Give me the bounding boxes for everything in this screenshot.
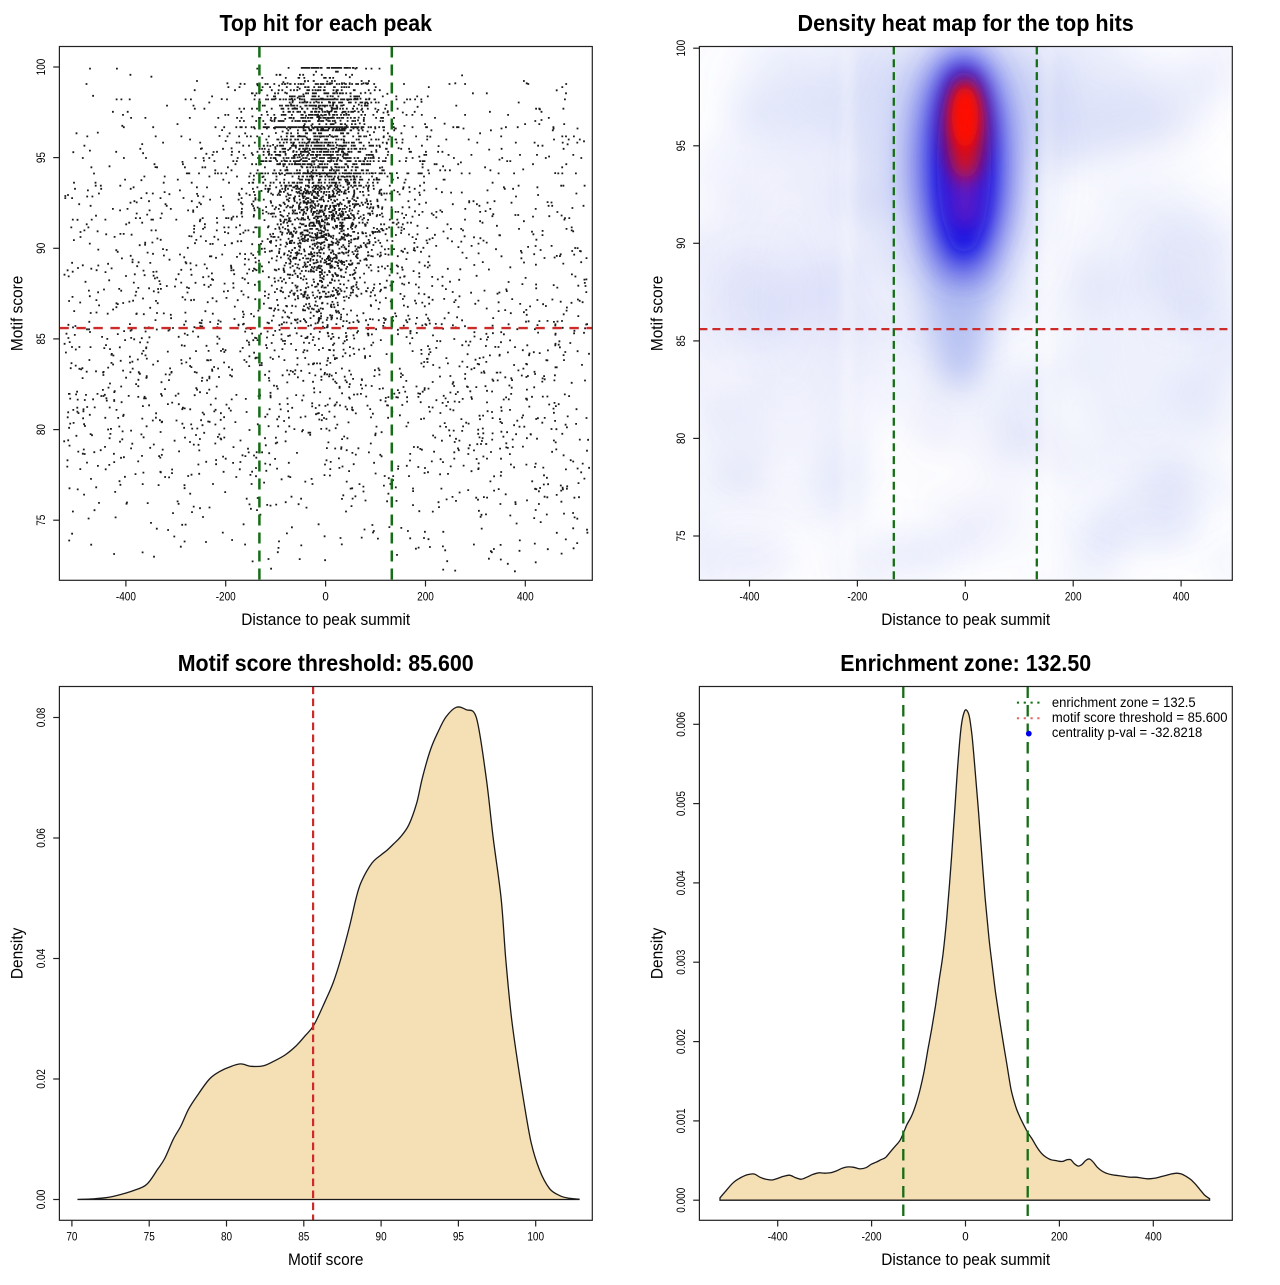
svg-text:-400: -400 [768,1232,788,1244]
svg-text:0.06: 0.06 [36,828,48,848]
svg-text:-400: -400 [116,592,136,604]
svg-text:85: 85 [36,333,48,344]
svg-text:75: 75 [144,1232,155,1244]
svg-text:80: 80 [36,424,48,435]
svg-text:Motif score: Motif score [648,276,666,352]
svg-text:85: 85 [676,335,688,346]
svg-text:Enrichment zone: 132.50: Enrichment zone: 132.50 [840,650,1091,676]
svg-text:100: 100 [36,59,48,76]
svg-text:0.02: 0.02 [36,1069,48,1089]
svg-text:400: 400 [1145,1232,1162,1244]
svg-text:Density: Density [648,927,666,979]
svg-text:200: 200 [1051,1232,1068,1244]
svg-text:80: 80 [221,1232,232,1244]
svg-text:0.002: 0.002 [676,1029,688,1054]
svg-text:0: 0 [962,1232,968,1244]
svg-text:90: 90 [376,1232,387,1244]
svg-text:0.00: 0.00 [36,1190,48,1210]
svg-text:200: 200 [1065,592,1082,604]
svg-text:400: 400 [517,592,534,604]
svg-text:90: 90 [676,238,688,249]
svg-text:100: 100 [676,40,688,57]
svg-text:100: 100 [527,1232,544,1244]
svg-text:enrichment zone = 132.5: enrichment zone = 132.5 [1052,695,1196,710]
svg-text:motif score threshold = 85.600: motif score threshold = 85.600 [1052,710,1228,725]
svg-text:200: 200 [417,592,434,604]
svg-text:Motif score threshold: 85.600: Motif score threshold: 85.600 [178,650,474,676]
svg-text:-200: -200 [216,592,236,604]
svg-text:0.006: 0.006 [676,712,688,737]
svg-text:-400: -400 [740,592,760,604]
svg-text:75: 75 [36,515,48,526]
svg-text:0.000: 0.000 [676,1188,688,1213]
svg-text:-200: -200 [847,592,867,604]
svg-text:Density heat map for the top h: Density heat map for the top hits [798,10,1134,36]
svg-text:0.003: 0.003 [676,950,688,975]
svg-text:0.005: 0.005 [676,791,688,816]
svg-text:centrality p-val = -32.8218: centrality p-val = -32.8218 [1052,725,1202,740]
svg-text:95: 95 [36,152,48,163]
svg-text:0.004: 0.004 [676,870,688,896]
svg-text:75: 75 [676,530,688,541]
svg-text:400: 400 [1173,592,1190,604]
svg-text:Motif score: Motif score [8,276,26,352]
svg-text:0.04: 0.04 [36,948,48,968]
svg-text:Motif score: Motif score [288,1251,364,1269]
svg-text:0.001: 0.001 [676,1108,688,1133]
svg-text:Distance to peak summit: Distance to peak summit [881,1251,1050,1269]
svg-text:0: 0 [962,592,968,604]
svg-text:-200: -200 [862,1232,882,1244]
svg-text:0: 0 [322,592,328,604]
svg-text:0.08: 0.08 [36,708,48,728]
svg-text:95: 95 [453,1232,464,1244]
svg-text:Density: Density [8,927,26,979]
svg-text:85: 85 [298,1232,309,1244]
svg-text:Distance to peak summit: Distance to peak summit [241,611,410,629]
svg-text:80: 80 [676,433,688,444]
svg-text:Distance to peak summit: Distance to peak summit [881,611,1050,629]
svg-text:90: 90 [36,243,48,254]
svg-text:70: 70 [66,1232,77,1244]
svg-text:Top hit for each peak: Top hit for each peak [219,10,432,36]
svg-text:95: 95 [676,140,688,151]
